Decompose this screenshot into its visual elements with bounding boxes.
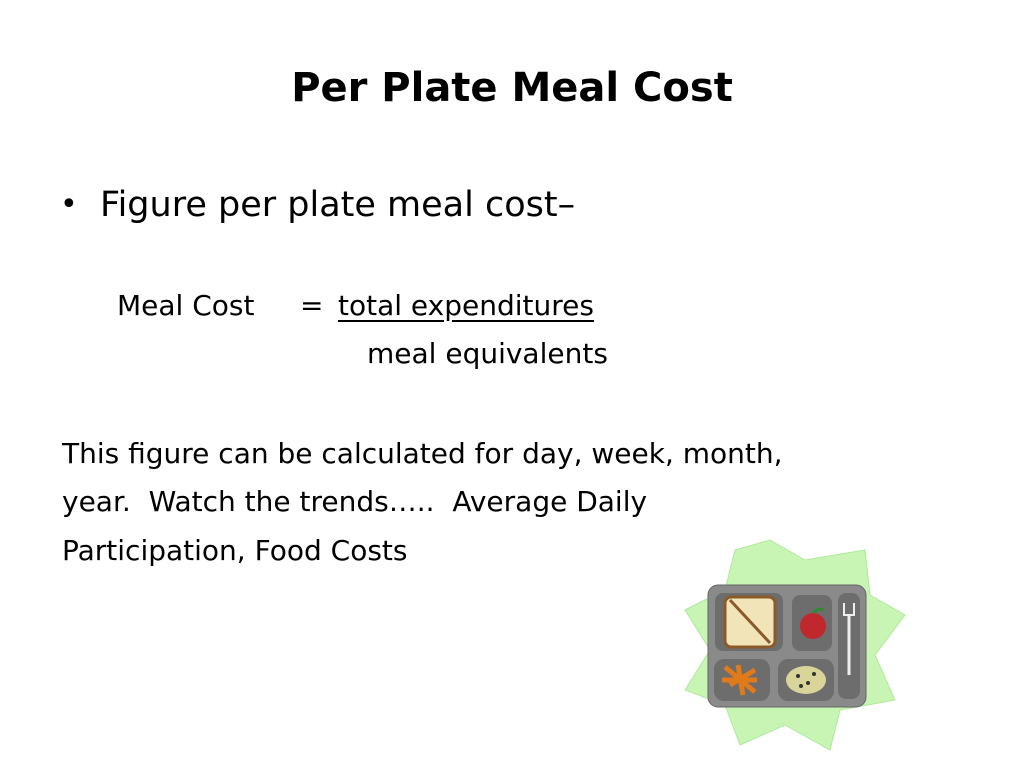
- paragraph-line: This figure can be calculated for day, w…: [62, 437, 783, 470]
- bullet-text: Figure per plate meal cost–: [100, 185, 576, 225]
- paragraph-line: Participation, Food Costs: [62, 534, 408, 567]
- paragraph-line: year. Watch the trends….. Average Daily: [62, 485, 648, 518]
- lunch-tray-illustration: [684, 539, 906, 751]
- formula-equals: =: [300, 289, 324, 322]
- formula-denominator: meal equivalents: [367, 337, 608, 370]
- formula-left: Meal Cost: [117, 289, 255, 322]
- slide-title: Per Plate Meal Cost: [291, 65, 733, 111]
- bullet-marker: •: [60, 187, 78, 222]
- formula-numerator: total expenditures: [338, 289, 594, 322]
